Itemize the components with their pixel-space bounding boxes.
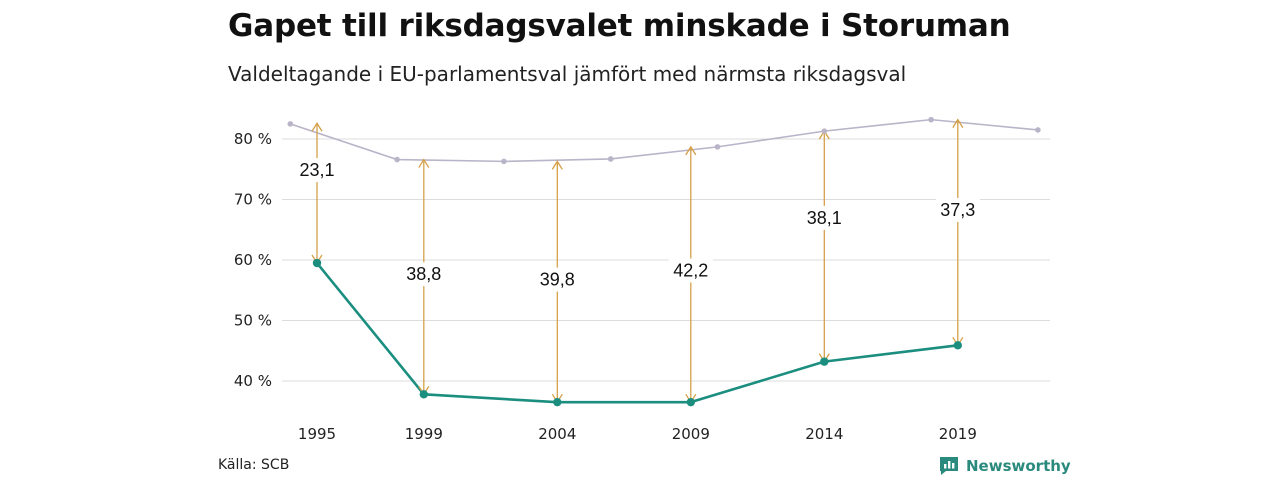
gap-label-background <box>802 205 847 230</box>
riksdag-data-point <box>287 121 294 127</box>
eu-data-point <box>820 357 829 366</box>
chart-title: Gapet till riksdagsvalet minskade i Stor… <box>228 8 1011 44</box>
riksdag-data-point <box>821 128 828 134</box>
gap-label-background <box>935 198 980 223</box>
gap-label: 42,2 <box>673 261 708 281</box>
brand-name: Newsworthy <box>966 457 1071 475</box>
eu-data-point <box>686 397 695 407</box>
y-axis-ticks: 40 % 50 % 60 % 70 % 80 % <box>234 130 272 390</box>
gap-label-background <box>535 267 580 292</box>
gap-label: 23,1 <box>299 160 334 180</box>
gap-arrow-head-top <box>952 118 964 128</box>
gap-arrow-head-top <box>685 145 697 156</box>
gap-label: 39,8 <box>540 270 575 290</box>
y-tick-label: 70 % <box>234 191 272 209</box>
eu-series-line <box>315 262 958 404</box>
brand-logo[interactable]: Newsworthy <box>938 455 1071 477</box>
gap-label-background <box>668 258 713 283</box>
gridlines <box>282 138 1050 382</box>
x-axis-ticks: 1995 1999 2004 2009 2014 2019 <box>298 425 977 443</box>
eu-data-point <box>419 390 428 399</box>
eu-data-point <box>953 341 962 350</box>
chart-subtitle: Valdeltagande i EU-parlamentsval jämfört… <box>228 62 907 86</box>
gap-arrows <box>311 118 964 404</box>
series-lines <box>290 118 1038 404</box>
gap-arrow-head-top <box>311 122 323 132</box>
y-tick-label: 50 % <box>234 312 272 330</box>
riksdag-data-point <box>501 158 507 165</box>
riksdag-data-point <box>1035 127 1041 133</box>
riksdag-series-line <box>290 118 1038 163</box>
riksdag-data-point <box>714 144 721 150</box>
eu-data-point <box>553 397 562 407</box>
gap-labels: 23,1 38,8 39,8 42,2 38,1 37,3 <box>295 158 980 292</box>
source-note: Källa: SCB <box>218 457 290 473</box>
x-tick-label: 1999 <box>405 425 443 443</box>
x-tick-label: 2014 <box>805 425 843 443</box>
y-tick-label: 80 % <box>234 130 272 148</box>
newsworthy-icon <box>940 457 958 475</box>
series-points <box>287 116 1041 407</box>
y-tick-label: 60 % <box>234 251 272 269</box>
riksdag-data-point <box>928 116 934 123</box>
x-tick-label: 2004 <box>538 425 576 443</box>
gap-label: 37,3 <box>940 200 975 220</box>
riksdag-data-point <box>394 156 400 163</box>
gap-label-background <box>401 262 446 287</box>
x-tick-label: 2019 <box>939 425 977 443</box>
gap-arrow-head-top <box>551 160 563 170</box>
gap-label: 38,8 <box>406 264 441 284</box>
x-tick-label: 1995 <box>298 425 336 443</box>
x-tick-label: 2009 <box>672 425 710 443</box>
gap-label: 38,1 <box>807 208 842 228</box>
eu-data-point <box>312 258 322 268</box>
riksdag-data-point <box>607 156 614 162</box>
gap-arrow-head-top <box>418 158 430 168</box>
gap-label-background <box>295 158 339 183</box>
y-tick-label: 40 % <box>234 372 272 390</box>
